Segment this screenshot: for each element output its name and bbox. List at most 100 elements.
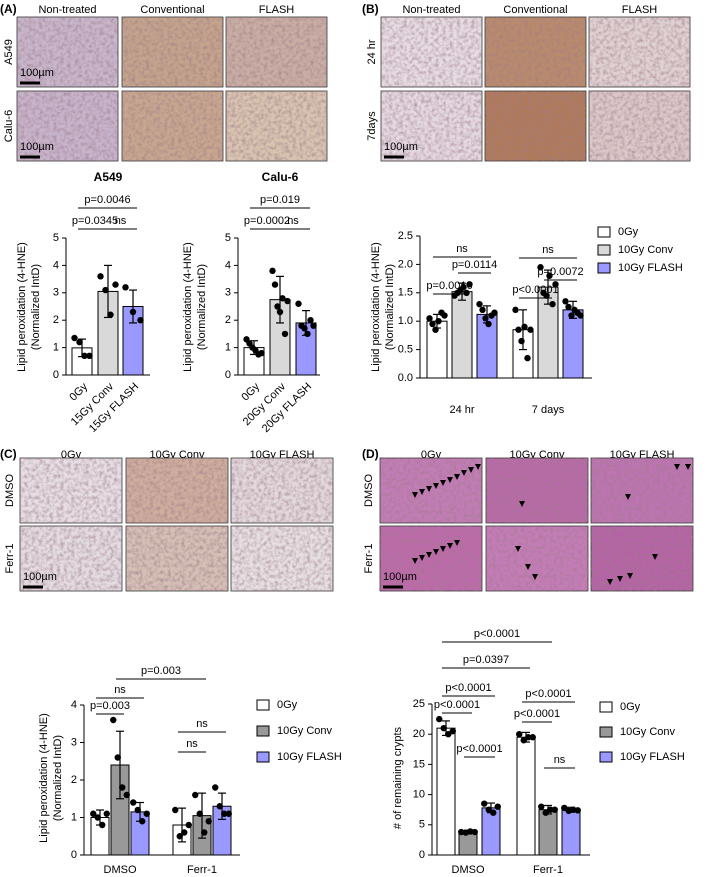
arrowhead [532, 574, 538, 580]
significance-label: p<0.0001 [514, 708, 560, 720]
y-tick-label: 1.5 [398, 287, 413, 299]
data-point [176, 833, 183, 840]
row-label: 24 hr [366, 39, 378, 64]
data-point [205, 818, 212, 825]
data-point [271, 281, 279, 288]
legend-swatch [597, 244, 611, 256]
data-point [546, 272, 553, 279]
micrograph-texture [589, 17, 690, 87]
data-point [524, 354, 531, 362]
data-point [435, 318, 442, 325]
bar [436, 727, 456, 856]
data-point [440, 724, 447, 732]
legend-label: 0Gy [277, 699, 298, 711]
micrograph-texture [20, 526, 122, 591]
data-point [551, 806, 558, 813]
data-point [561, 804, 568, 812]
significance-label: ns [114, 684, 126, 696]
y-tick-label: 4 [71, 699, 77, 711]
row-label: DMSO [363, 474, 375, 507]
arrowhead [419, 489, 425, 495]
data-point [276, 308, 284, 316]
data-point [107, 311, 114, 318]
scale-bar-label: 100µm [383, 571, 417, 583]
micrograph-texture [17, 91, 118, 161]
y-tick-label: 0 [419, 849, 425, 861]
micrograph-texture [122, 91, 223, 161]
legend-label: 10Gy Conv [618, 244, 674, 256]
micrograph-texture [381, 91, 482, 161]
micrograph-texture [231, 526, 333, 591]
arrowhead [461, 470, 467, 476]
y-tick-label: 4 [53, 259, 59, 271]
data-point [577, 312, 584, 319]
arrowhead [674, 464, 680, 470]
micrograph-texture [591, 526, 693, 591]
data-point [129, 308, 137, 316]
data-point [574, 807, 581, 814]
significance-label: ns [554, 754, 566, 766]
panel-label: (B) [362, 2, 379, 16]
bar [562, 309, 584, 379]
significance-label: p=0.0397 [463, 654, 509, 666]
arrowhead [426, 486, 432, 492]
data-point [281, 330, 289, 338]
y-tick-label: 1.0 [398, 315, 413, 327]
y-tick-label: 0 [53, 369, 59, 381]
y-tick-label: 5 [225, 232, 231, 244]
row-label: Ferr-1 [4, 544, 16, 574]
significance-label: p<0.0001 [434, 699, 480, 711]
micrograph-texture [226, 17, 327, 87]
arrowhead [454, 474, 460, 480]
x-tick-label: Ferr-1 [187, 864, 217, 876]
y-axis-label: # of remaining crypts [392, 726, 404, 829]
arrowhead [447, 477, 453, 483]
y-axis-label: Lipid peroxidation (4-HNE) [182, 242, 194, 372]
y-tick-label: 3 [53, 287, 59, 299]
scale-bar-label: 100µm [20, 141, 54, 153]
data-point [527, 326, 534, 333]
significance-label: p<0.0001 [474, 628, 520, 640]
data-point [81, 352, 88, 360]
y-axis-label: (Normalized IntD) [196, 264, 208, 350]
legend-swatch [599, 751, 613, 763]
y-tick-label: 10 [413, 789, 425, 801]
significance-label: ns [542, 244, 554, 256]
data-point [139, 818, 146, 825]
data-point [269, 267, 276, 275]
significance-label: p<0.0001 [525, 688, 571, 700]
data-point [432, 326, 439, 333]
micrograph-texture [486, 526, 588, 591]
data-point [192, 791, 199, 799]
y-tick-label: 2.0 [398, 258, 413, 270]
row-label: A549 [3, 39, 15, 65]
micrograph-texture [381, 17, 482, 87]
bar [561, 809, 581, 856]
column-label: FLASH [622, 4, 658, 16]
significance-label: ns [186, 738, 198, 750]
data-point [185, 821, 192, 829]
arrowhead [519, 501, 525, 507]
data-point [445, 731, 452, 738]
data-point [521, 323, 528, 331]
significance-label: p=0.0072 [537, 266, 583, 278]
scale-bar-label: 100µm [384, 141, 418, 153]
y-tick-label: 0 [225, 369, 231, 381]
x-tick-label: Ferr-1 [533, 864, 563, 876]
data-point [143, 810, 150, 817]
y-tick-label: 2.5 [398, 230, 413, 242]
x-tick-label: DMSO [452, 864, 485, 876]
row-label: DMSO [4, 474, 16, 507]
arrowhead [412, 492, 418, 498]
scale-bar-label: 100µm [23, 571, 57, 583]
micrograph-texture [380, 458, 482, 523]
data-point [482, 315, 489, 322]
data-point [304, 330, 311, 338]
y-tick-label: 0.0 [398, 372, 413, 384]
data-point [99, 821, 106, 829]
legend-swatch [599, 726, 613, 738]
data-point [97, 273, 104, 280]
micrograph-texture [17, 17, 118, 87]
data-point [512, 306, 519, 314]
data-point [549, 300, 556, 308]
